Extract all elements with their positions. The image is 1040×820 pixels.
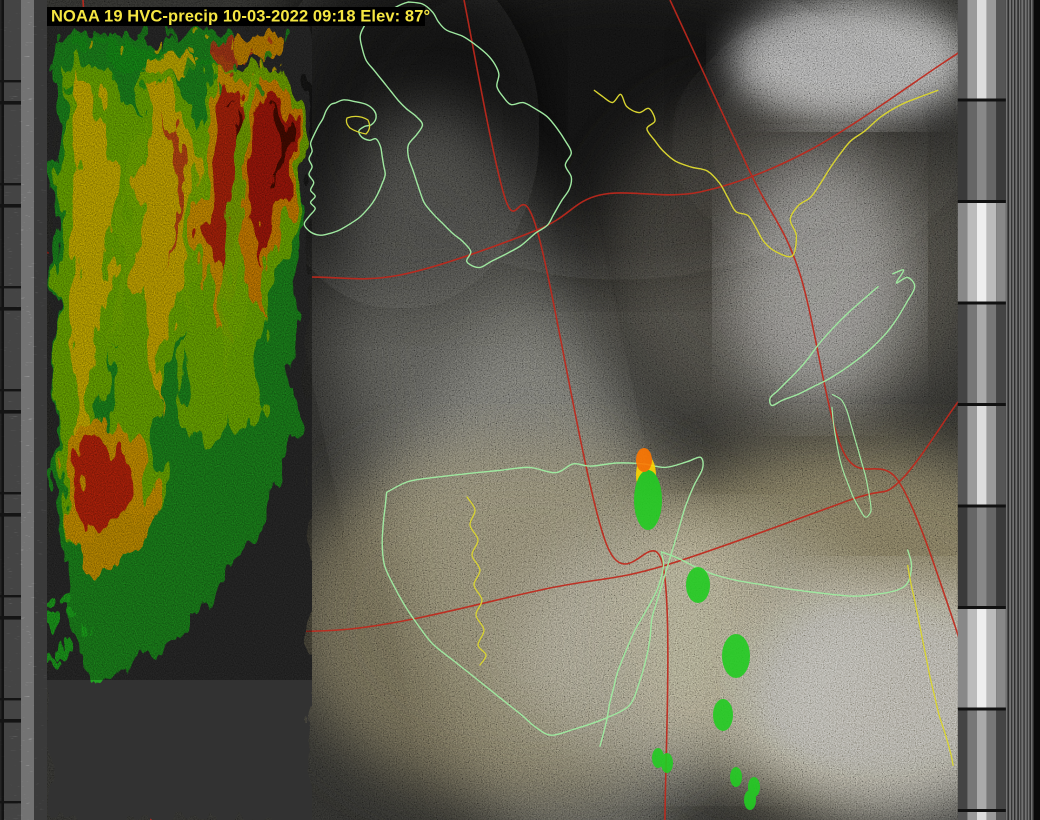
- svg-text:NOAA 19 HVC-precip 10-03-2022: NOAA 19 HVC-precip 10-03-2022 09:18 Elev…: [51, 8, 430, 26]
